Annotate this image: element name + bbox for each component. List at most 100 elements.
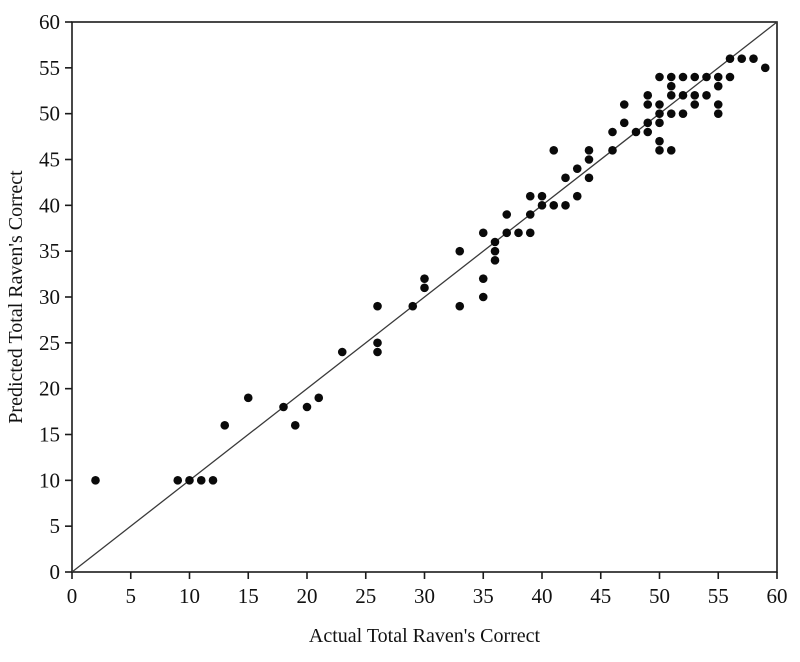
y-tick-label: 40 <box>39 193 60 217</box>
x-tick-label: 40 <box>532 584 553 608</box>
data-point <box>549 146 559 155</box>
data-point <box>678 72 688 82</box>
y-tick-label: 30 <box>39 285 60 309</box>
y-tick-label: 15 <box>39 423 60 447</box>
data-point <box>655 118 664 128</box>
data-point <box>478 292 488 302</box>
data-point <box>643 91 653 100</box>
data-point <box>702 72 711 82</box>
data-point <box>666 81 676 91</box>
x-tick-label: 50 <box>649 584 670 608</box>
data-point <box>196 476 206 485</box>
data-point <box>655 100 664 109</box>
data-point <box>208 476 218 485</box>
data-point <box>666 109 676 118</box>
data-point <box>420 283 429 293</box>
data-point <box>373 347 382 357</box>
data-point <box>655 146 664 155</box>
x-tick-label: 45 <box>590 584 611 608</box>
data-point <box>584 173 594 183</box>
data-point <box>420 274 429 283</box>
data-point <box>643 118 653 128</box>
data-point <box>502 228 512 238</box>
data-point <box>314 393 324 403</box>
data-point <box>279 402 288 412</box>
data-point <box>537 191 547 201</box>
data-points <box>91 54 770 485</box>
data-point <box>725 72 735 82</box>
y-tick-label: 10 <box>39 468 60 492</box>
y-tick-label: 50 <box>39 102 60 126</box>
data-point <box>337 347 347 357</box>
x-tick-label: 0 <box>67 584 78 608</box>
data-point <box>408 301 418 311</box>
y-tick-label: 25 <box>39 331 60 355</box>
data-point <box>561 173 570 183</box>
data-point <box>173 476 183 485</box>
data-point <box>502 210 512 219</box>
x-tick-label: 25 <box>355 584 376 608</box>
data-point <box>490 237 500 247</box>
data-point <box>537 201 547 210</box>
x-tick-label: 55 <box>708 584 729 608</box>
data-point <box>373 338 382 348</box>
data-point <box>608 146 617 155</box>
data-point <box>749 54 758 63</box>
data-point <box>373 301 382 311</box>
data-point <box>690 91 700 100</box>
data-point <box>525 210 535 219</box>
data-point <box>490 246 500 256</box>
x-axis-title: Actual Total Raven's Correct <box>309 625 541 647</box>
data-point <box>643 100 653 109</box>
data-point <box>584 155 594 164</box>
data-point <box>737 54 747 63</box>
y-tick-label: 0 <box>50 560 61 584</box>
data-point <box>455 301 465 311</box>
y-tick-label: 20 <box>39 377 60 401</box>
data-point <box>478 274 488 283</box>
y-tick-label: 55 <box>39 56 60 80</box>
data-point <box>713 81 723 91</box>
data-point <box>525 191 535 201</box>
data-point <box>666 91 676 100</box>
data-point <box>678 91 688 100</box>
data-point <box>702 91 711 100</box>
data-point <box>619 118 629 128</box>
data-point <box>549 201 559 210</box>
data-point <box>490 256 500 265</box>
data-point <box>760 63 770 73</box>
y-axis-title: Predicted Total Raven's Correct <box>5 170 27 424</box>
x-tick-label: 60 <box>767 584 788 608</box>
identity-line-path <box>71 21 778 573</box>
y-tick-label: 5 <box>50 514 61 538</box>
data-point <box>478 228 488 238</box>
data-point <box>643 127 653 137</box>
data-point <box>678 109 688 118</box>
data-point <box>713 109 723 118</box>
data-point <box>655 109 664 118</box>
data-point <box>666 72 676 82</box>
y-axis: 0 5 10 15 20 25 30 35 40 45 50 55 60 <box>39 10 72 584</box>
y-tick-label: 45 <box>39 148 60 172</box>
x-axis: 0 5 10 15 20 25 30 35 40 45 50 55 60 <box>67 572 788 608</box>
data-point <box>455 246 465 256</box>
x-tick-label: 35 <box>473 584 494 608</box>
data-point <box>572 191 582 201</box>
data-point <box>243 393 253 403</box>
data-point <box>220 421 230 430</box>
data-point <box>690 100 700 109</box>
x-tick-label: 10 <box>179 584 200 608</box>
x-tick-label: 30 <box>414 584 435 608</box>
x-tick-label: 15 <box>238 584 259 608</box>
identity-line <box>71 21 778 573</box>
data-point <box>631 127 641 137</box>
data-point <box>725 54 735 63</box>
data-point <box>525 228 535 238</box>
data-point <box>713 100 723 109</box>
data-point <box>185 476 194 485</box>
data-point <box>584 146 594 155</box>
y-tick-label: 35 <box>39 239 60 263</box>
data-point <box>572 164 582 173</box>
